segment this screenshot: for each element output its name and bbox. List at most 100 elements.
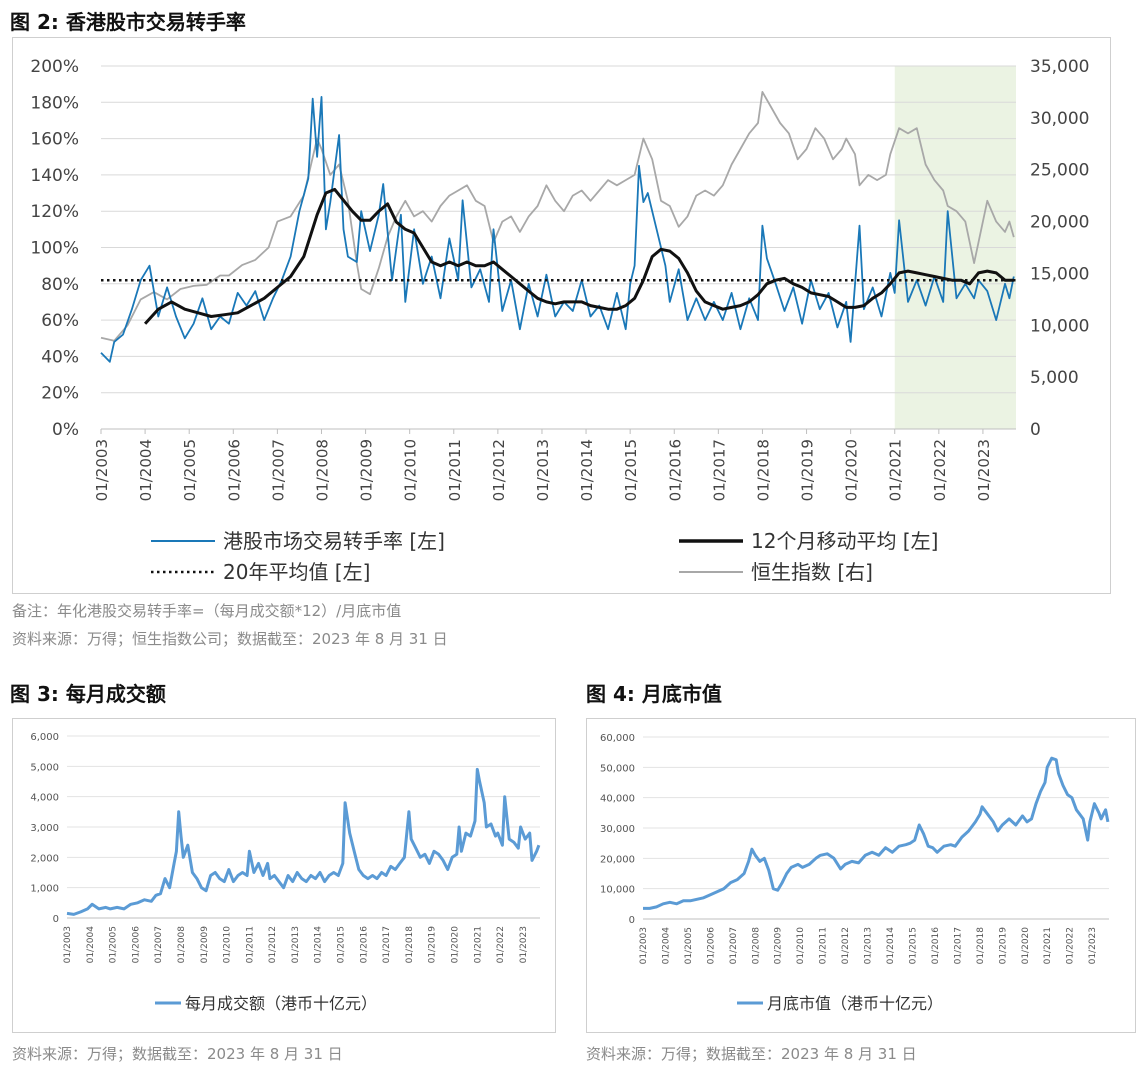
y-tick-label: 40,000 [600,794,635,805]
fig3-title: 图 3: 每月成交额 [10,682,166,706]
x-tick-label: 01/2022 [1066,927,1076,964]
x-tick-label: 01/2009 [358,439,376,501]
x-tick-label: 01/2018 [976,927,986,965]
x-tick-label: 01/2005 [684,927,694,964]
y-right-tick-label: 15,000 [1030,264,1089,284]
y-left-tick-label: 40% [41,347,79,367]
y-left-tick-label: 0% [52,420,79,440]
fig3-source: 资料来源：万得；数据截至：2023 年 8 月 31 日 [12,1045,343,1063]
x-tick-label: 01/2019 [428,926,438,964]
x-tick-label: 01/2005 [181,439,199,501]
y-left-tick-label: 140% [30,166,79,186]
x-tick-label: 01/2016 [359,926,369,964]
y-tick-label: 10,000 [600,885,635,896]
x-tick-label: 01/2012 [490,439,508,501]
x-tick-label: 01/2013 [291,926,301,963]
x-tick-label: 01/2014 [314,926,324,964]
y-right-tick-label: 20,000 [1030,213,1089,233]
y-right-tick-label: 25,000 [1030,161,1089,181]
series-line [643,756,1110,910]
x-tick-label: 01/2015 [908,927,918,964]
x-tick-label: 01/2021 [887,439,905,501]
x-tick-label: 01/2004 [137,439,155,501]
y-left-tick-label: 60% [41,311,79,331]
x-tick-label: 01/2003 [93,439,111,501]
x-tick-label: 01/2017 [382,926,392,963]
x-tick-label: 01/2022 [931,439,949,501]
x-tick-label: 01/2019 [998,927,1008,965]
x-tick-label: 01/2017 [953,927,963,964]
y-left-tick-label: 20% [41,384,79,404]
fig2-note: 备注：年化港股交易转手率=（每月成交额*12）/月底市值 [12,602,402,620]
y-left-tick-label: 180% [30,93,79,113]
y-tick-label: 2,000 [30,853,59,864]
y-left-tick-label: 100% [30,239,79,259]
y-tick-label: 6,000 [30,732,59,743]
legend-label: 20年平均值 [左] [223,560,370,584]
x-tick-label: 01/2007 [269,439,287,501]
x-tick-label: 01/2008 [751,927,761,965]
legend-label: 每月成交额（港币十亿元） [185,994,377,1013]
legend-label: 恒生指数 [右] [751,560,873,584]
fig2-frame: 0% 20% 40% 60% 80% 100% 120% 140% 160% 180% 200% 0 5… [12,37,1111,594]
y-right-tick-label: 5,000 [1030,368,1079,388]
x-tick-label: 01/2012 [841,927,851,964]
x-tick-label: 01/2006 [706,927,716,965]
x-tick-label: 01/2006 [225,439,243,501]
x-tick-label: 01/2019 [799,439,817,501]
x-tick-label: 01/2008 [313,439,331,501]
y-tick-label: 4,000 [30,793,59,804]
x-tick-label: 01/2023 [519,926,529,963]
y-left-tick-label: 200% [30,57,79,77]
x-tick-label: 01/2003 [639,927,649,964]
fig4-title: 图 4: 月底市值 [586,682,722,706]
legend-label: 12个月移动平均 [左] [751,529,938,553]
y-tick-label: 1,000 [30,884,59,895]
x-tick-label: 01/2007 [154,926,164,963]
x-tick-label: 01/2020 [843,439,861,501]
x-tick-label: 01/2011 [245,926,255,963]
x-tick-label: 01/2006 [131,926,141,964]
x-tick-label: 01/2016 [666,439,684,501]
y-left-tick-label: 160% [30,130,79,150]
y-right-tick-label: 30,000 [1030,109,1089,129]
y-left-tick-label: 120% [30,202,79,222]
series-line [66,767,541,916]
x-tick-label: 01/2018 [754,439,772,501]
fig3-chart: 0 1,000 2,000 3,000 4,000 5,000 6,000 01/2003 01… [30,732,541,1013]
y-tick-label: 5,000 [30,762,59,773]
x-tick-label: 01/2010 [796,927,806,965]
x-tick-label: 01/2007 [729,927,739,964]
x-tick-label: 01/2008 [177,926,187,964]
x-tick-label: 01/2009 [774,927,784,965]
x-tick-label: 01/2014 [886,927,896,965]
x-tick-label: 01/2020 [451,926,461,964]
x-tick-label: 01/2004 [661,927,671,965]
fig2-chart: 0% 20% 40% 60% 80% 100% 120% 140% 160% 180% 200% 0 5… [30,57,1089,584]
y-right-tick-label: 35,000 [1030,57,1089,77]
x-tick-label: 01/2011 [446,439,464,501]
y-tick-label: 0 [629,915,635,926]
series-line [100,91,1015,342]
x-tick-label: 01/2010 [402,439,420,501]
x-tick-label: 01/2022 [496,926,506,963]
x-tick-label: 01/2023 [1088,927,1098,964]
legend-label: 月底市值（港币十亿元） [767,994,943,1013]
x-tick-label: 01/2013 [864,927,874,964]
x-tick-label: 01/2018 [405,926,415,964]
x-tick-label: 01/2021 [1043,927,1053,964]
y-tick-label: 50,000 [600,763,635,774]
y-tick-label: 30,000 [600,824,635,835]
x-tick-label: 01/2015 [622,439,640,501]
x-tick-label: 01/2010 [223,926,233,964]
fig2-source: 资料来源：万得；恒生指数公司；数据截至：2023 年 8 月 31 日 [12,630,448,648]
x-tick-label: 01/2015 [337,926,347,963]
fig3-frame: 0 1,000 2,000 3,000 4,000 5,000 6,000 01/2003 01… [12,718,556,1033]
y-right-tick-label: 0 [1030,420,1041,440]
fig4-chart: 0 10,000 20,000 30,000 40,000 50,000 60,000 01/… [600,733,1110,1013]
x-tick-label: 01/2005 [109,926,119,963]
x-tick-label: 01/2023 [975,439,993,501]
x-tick-label: 01/2013 [534,439,552,501]
x-tick-label: 01/2016 [931,927,941,965]
x-tick-label: 01/2003 [63,926,73,963]
